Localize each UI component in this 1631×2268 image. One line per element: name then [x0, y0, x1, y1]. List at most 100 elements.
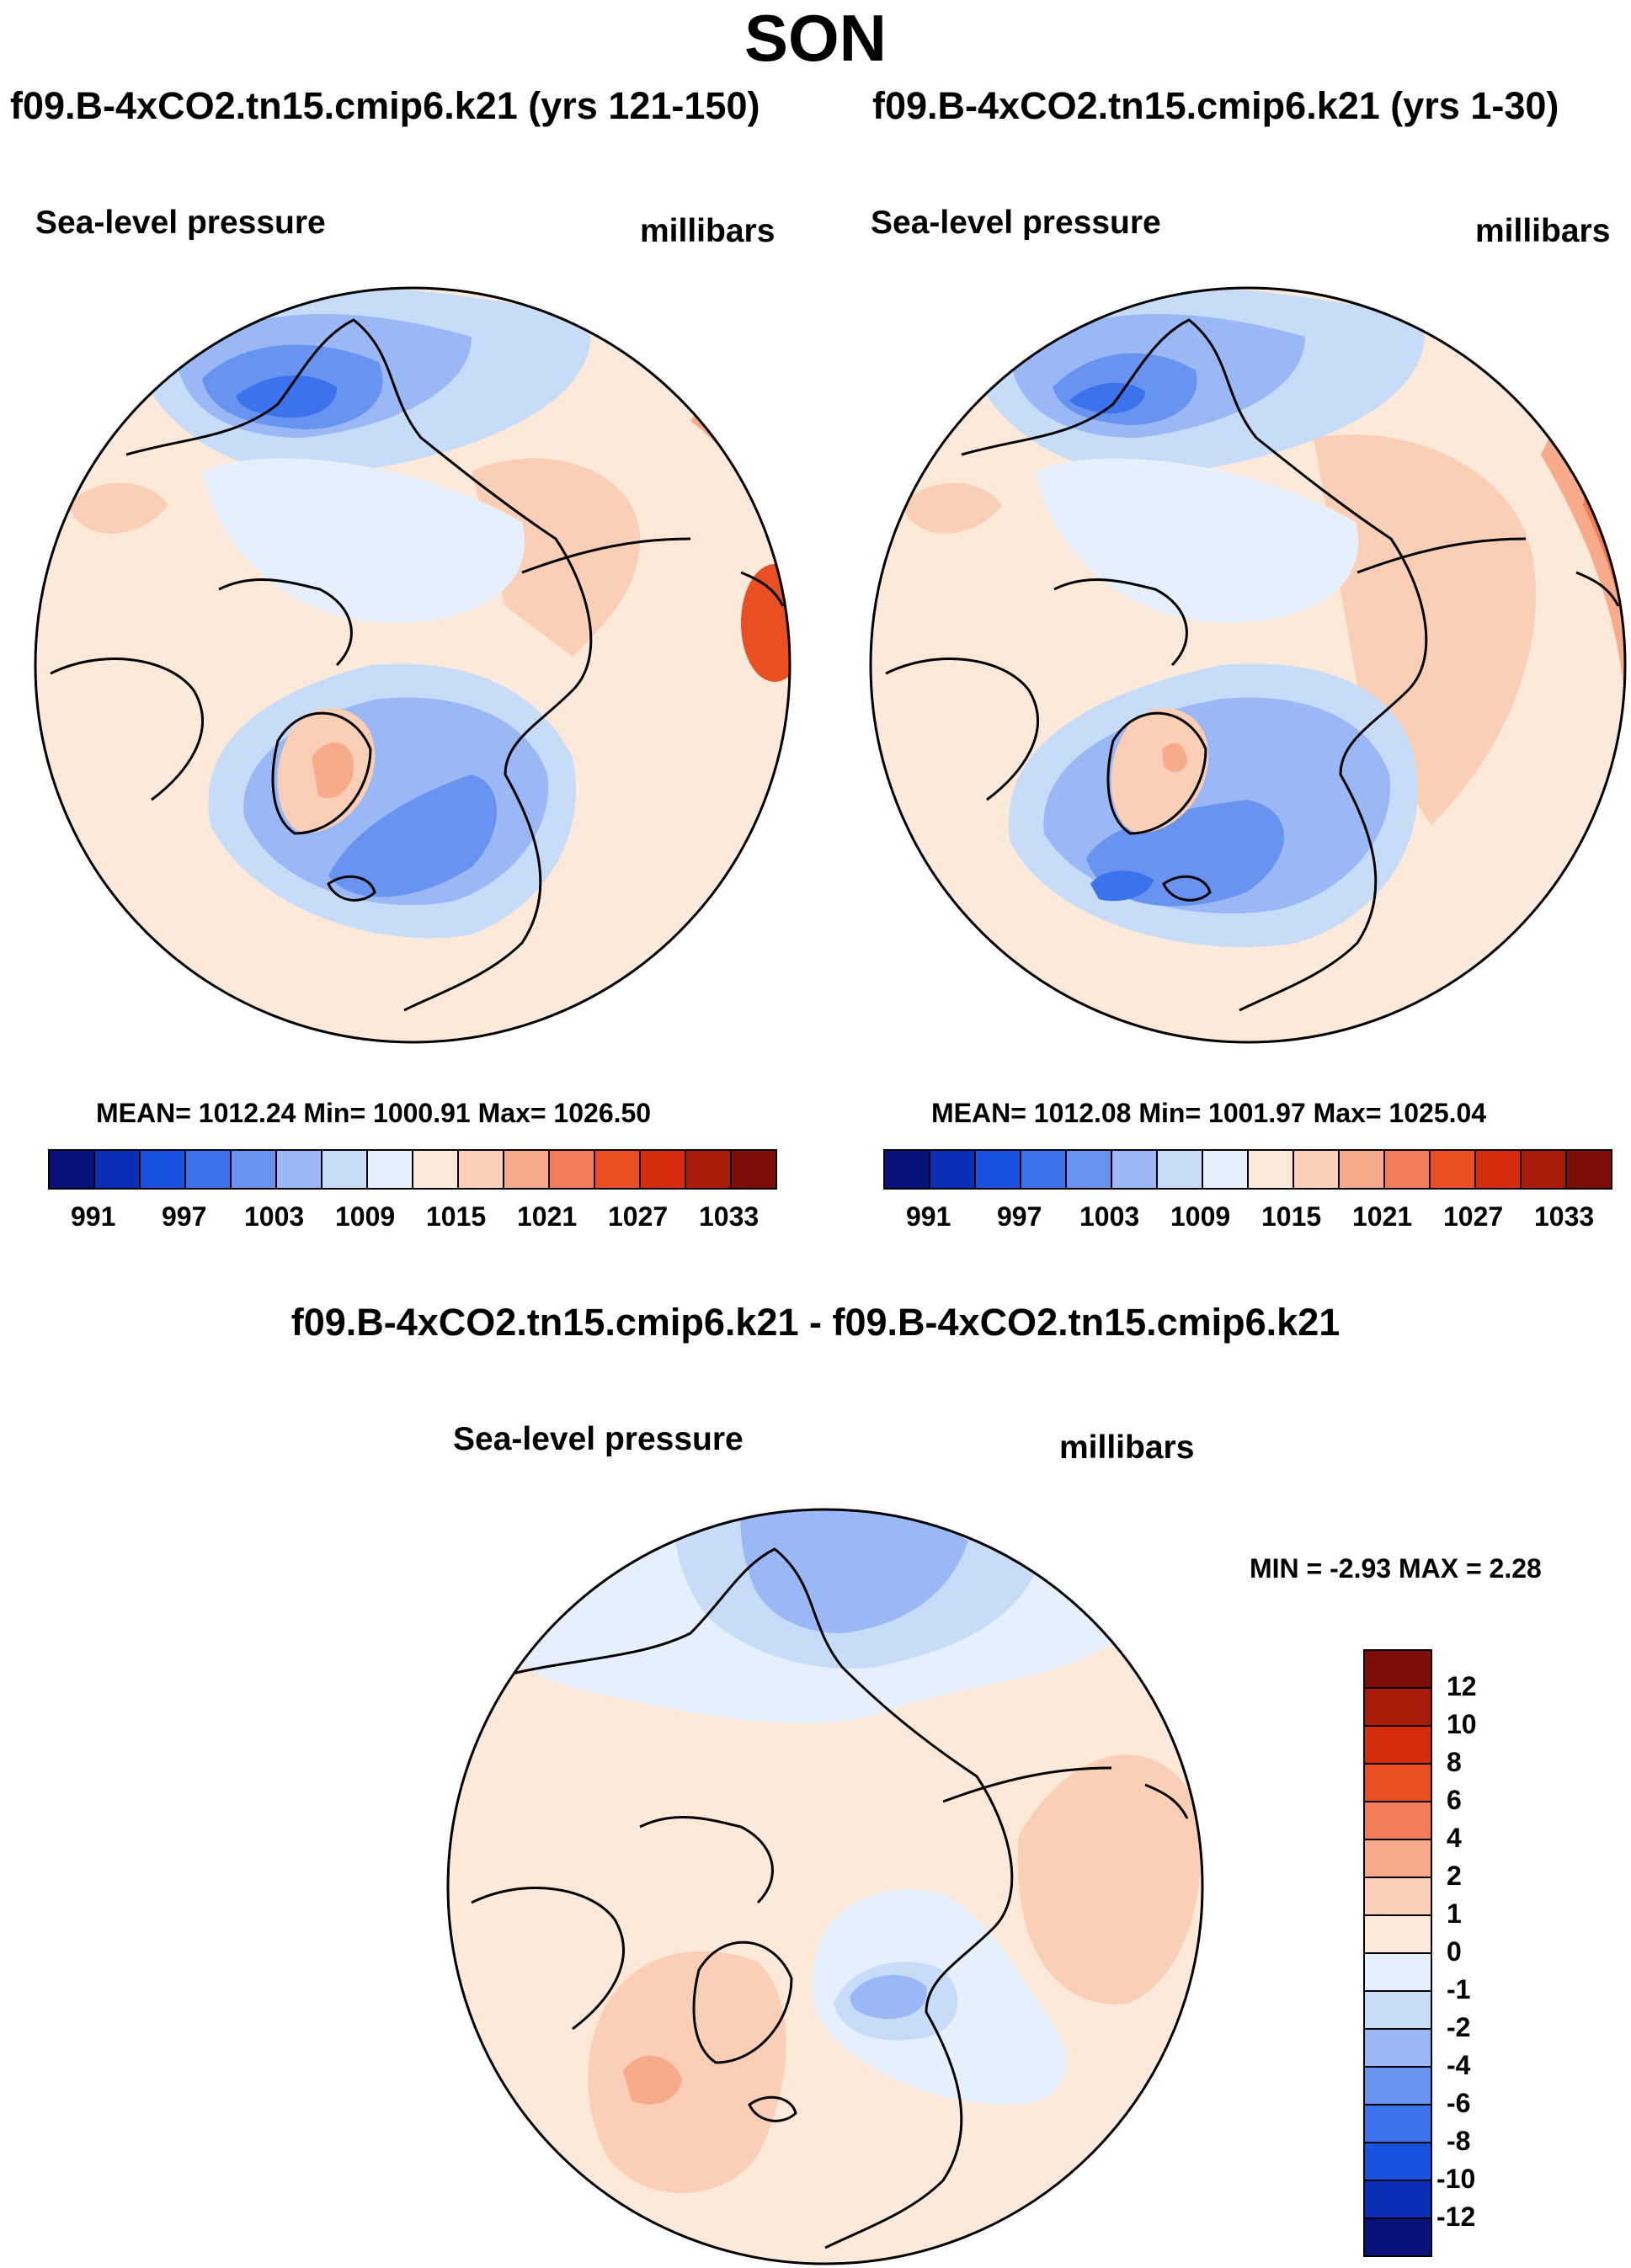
- colorbar-swatch: [730, 1149, 777, 1190]
- diff-units: millibars: [1059, 1429, 1195, 1466]
- cb1-tick: 997: [162, 1201, 207, 1232]
- colorbar-swatch: [1429, 1149, 1476, 1190]
- colorbar-swatch: [1474, 1149, 1522, 1190]
- diff-colorbar-swatch: [1363, 1952, 1432, 1992]
- colorbar-swatch: [883, 1149, 930, 1190]
- colorbar-swatch: [1202, 1149, 1249, 1190]
- cb1-tick: 1021: [517, 1201, 578, 1232]
- diff-cb-label: 10: [1447, 1709, 1477, 1739]
- colorbar-swatch: [321, 1149, 368, 1190]
- diff-title: f09.B-4xCO2.tn15.cmip6.k21 - f09.B-4xCO2…: [290, 1301, 1341, 1344]
- panel1-coastlines: [50, 318, 785, 1012]
- panel1-stats: MEAN= 1012.24 Min= 1000.91 Max= 1026.50: [96, 1098, 652, 1128]
- diff-colorbar-swatch: [1363, 1763, 1432, 1802]
- colorbar-swatch: [1565, 1149, 1612, 1190]
- diff-cb-label: -12: [1436, 2201, 1476, 2232]
- panel2-variable: Sea-level pressure: [871, 205, 1161, 241]
- colorbar-swatch: [594, 1149, 641, 1190]
- cb1-tick: 1003: [244, 1201, 305, 1232]
- cb2-tick: 1021: [1352, 1201, 1413, 1232]
- panel1-variable: Sea-level pressure: [35, 205, 326, 241]
- colorbar-swatch: [230, 1149, 277, 1190]
- cb1-tick: 1015: [426, 1201, 487, 1232]
- diff-stats: MIN = -2.93 MAX = 2.28: [1250, 1553, 1542, 1584]
- panel2-colorbar: [883, 1149, 1612, 1190]
- colorbar-swatch: [1020, 1149, 1067, 1190]
- diff-cb-label: 4: [1447, 1823, 1462, 1853]
- diff-colorbar-swatch: [1363, 2217, 1432, 2257]
- diff-cb-label: 8: [1447, 1747, 1462, 1777]
- colorbar-swatch: [1293, 1149, 1340, 1190]
- cb1-tick: 1033: [699, 1201, 760, 1232]
- panel2-title: f09.B-4xCO2.tn15.cmip6.k21 (yrs 1-30): [872, 84, 1559, 127]
- diff-cb-label: -8: [1447, 2126, 1471, 2156]
- colorbar-swatch: [184, 1149, 232, 1190]
- panel1-title: f09.B-4xCO2.tn15.cmip6.k21 (yrs 121-150): [10, 84, 760, 127]
- diff-cb-label: 0: [1447, 1936, 1462, 1967]
- diff-cb-label: 12: [1447, 1671, 1477, 1701]
- cb2-tick: 1033: [1534, 1201, 1595, 1232]
- season-title: SON: [744, 1, 887, 75]
- diff-cb-label: -10: [1436, 2164, 1476, 2194]
- panel1-map-border: [34, 286, 792, 1044]
- colorbar-swatch: [1156, 1149, 1203, 1190]
- panel1-units: millibars: [640, 213, 776, 249]
- cb2-tick: 1027: [1443, 1201, 1504, 1232]
- diff-colorbar-swatch: [1363, 2104, 1432, 2143]
- diff-colorbar-swatch: [1363, 1877, 1432, 1916]
- colorbar-swatch: [1520, 1149, 1567, 1190]
- colorbar-swatch: [1383, 1149, 1431, 1190]
- cb2-tick: 1015: [1261, 1201, 1322, 1232]
- diff-colorbar-swatch: [1363, 1801, 1432, 1840]
- colorbar-swatch: [366, 1149, 413, 1190]
- diff-coastlines: [471, 1547, 1189, 2249]
- diff-cb-label: -6: [1447, 2088, 1471, 2118]
- colorbar-swatch: [412, 1149, 459, 1190]
- diff-colorbar-swatch: [1363, 1990, 1432, 2030]
- diff-cb-label: -1: [1447, 1974, 1471, 2004]
- cb1-tick: 1009: [335, 1201, 396, 1232]
- diff-variable: Sea-level pressure: [453, 1421, 744, 1457]
- colorbar-swatch: [93, 1149, 141, 1190]
- cb1-tick: 991: [71, 1201, 116, 1232]
- diff-colorbar-swatch: [1363, 2066, 1432, 2106]
- colorbar-swatch: [929, 1149, 976, 1190]
- diff-colorbar-swatch: [1363, 2180, 1432, 2219]
- panel1-map: [35, 288, 790, 1042]
- panel2-coastlines: [885, 318, 1620, 1012]
- diff-colorbar-swatch: [1363, 1649, 1432, 1689]
- diff-colorbar-swatch: [1363, 1914, 1432, 1954]
- panel2-stats: MEAN= 1012.08 Min= 1001.97 Max= 1025.04: [931, 1098, 1487, 1128]
- colorbar-swatch: [503, 1149, 550, 1190]
- cb2-tick: 997: [997, 1201, 1042, 1232]
- colorbar-swatch: [457, 1149, 504, 1190]
- diff-cb-label: 2: [1447, 1861, 1462, 1891]
- colorbar-swatch: [1111, 1149, 1158, 1190]
- colorbar-swatch: [1338, 1149, 1385, 1190]
- diff-colorbar: [1363, 1649, 1432, 2257]
- colorbar-swatch: [685, 1149, 732, 1190]
- panel2-map-border: [869, 286, 1627, 1044]
- panel1-colorbar: [48, 1149, 777, 1190]
- diff-cb-label: 1: [1447, 1898, 1462, 1929]
- diff-colorbar-swatch: [1363, 2142, 1432, 2181]
- diff-cb-label: 6: [1447, 1785, 1462, 1815]
- colorbar-swatch: [974, 1149, 1021, 1190]
- diff-map-border: [446, 1508, 1204, 2265]
- colorbar-swatch: [275, 1149, 322, 1190]
- diff-colorbar-swatch: [1363, 1725, 1432, 1765]
- diff-map: [448, 1509, 1202, 2264]
- colorbar-swatch: [1065, 1149, 1112, 1190]
- colorbar-swatch: [48, 1149, 95, 1190]
- colorbar-swatch: [548, 1149, 595, 1190]
- diff-colorbar-swatch: [1363, 2028, 1432, 2068]
- cb2-tick: 991: [906, 1201, 951, 1232]
- diff-cb-label: -4: [1447, 2050, 1471, 2080]
- diff-colorbar-swatch: [1363, 1687, 1432, 1727]
- cb1-tick: 1027: [608, 1201, 669, 1232]
- diff-colorbar-swatch: [1363, 1839, 1432, 1878]
- diff-cb-label: -2: [1447, 2012, 1471, 2042]
- cb2-tick: 1009: [1170, 1201, 1231, 1232]
- cb2-tick: 1003: [1079, 1201, 1140, 1232]
